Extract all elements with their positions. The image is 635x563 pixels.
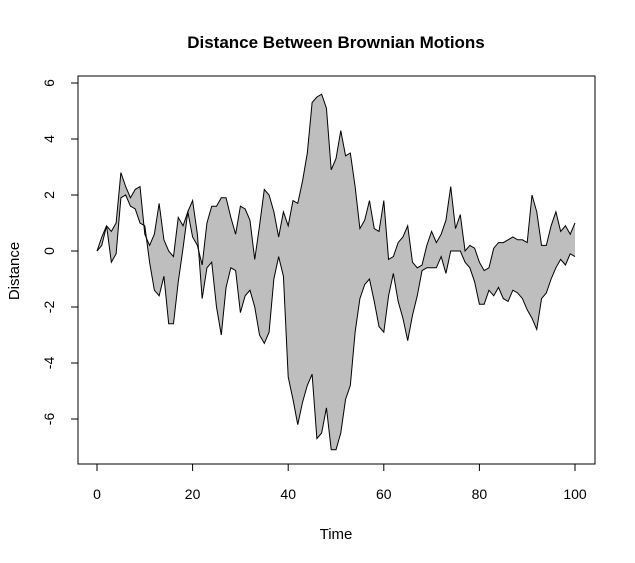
x-axis: 0 20 40 60 80 100: [93, 463, 587, 502]
x-tick-label: 40: [280, 486, 296, 502]
y-tick-label: 2: [41, 191, 57, 199]
series-line-1: [96, 93, 576, 272]
x-tick-label: 60: [376, 486, 392, 502]
y-axis: -6 -4 -2 0 2 4 6: [41, 79, 79, 426]
y-tick-label: -6: [41, 413, 57, 426]
line-layer: [96, 93, 576, 451]
y-tick-label: 0: [41, 247, 57, 255]
x-tick-label: 100: [563, 486, 587, 502]
x-tick-label: 20: [185, 486, 201, 502]
y-tick-label: -4: [41, 357, 57, 370]
x-tick-label: 80: [472, 486, 488, 502]
fill-layer: [97, 94, 575, 450]
x-tick-label: 0: [93, 486, 101, 502]
y-tick-label: 6: [41, 79, 57, 87]
y-tick-label: 4: [41, 135, 57, 143]
fill-area: [97, 94, 575, 450]
y-tick-label: -2: [41, 301, 57, 314]
y-axis-label: Distance: [6, 242, 23, 300]
series-line-2: [96, 194, 576, 451]
x-axis-label: Time: [320, 526, 353, 543]
chart-title: Distance Between Brownian Motions: [187, 33, 485, 52]
